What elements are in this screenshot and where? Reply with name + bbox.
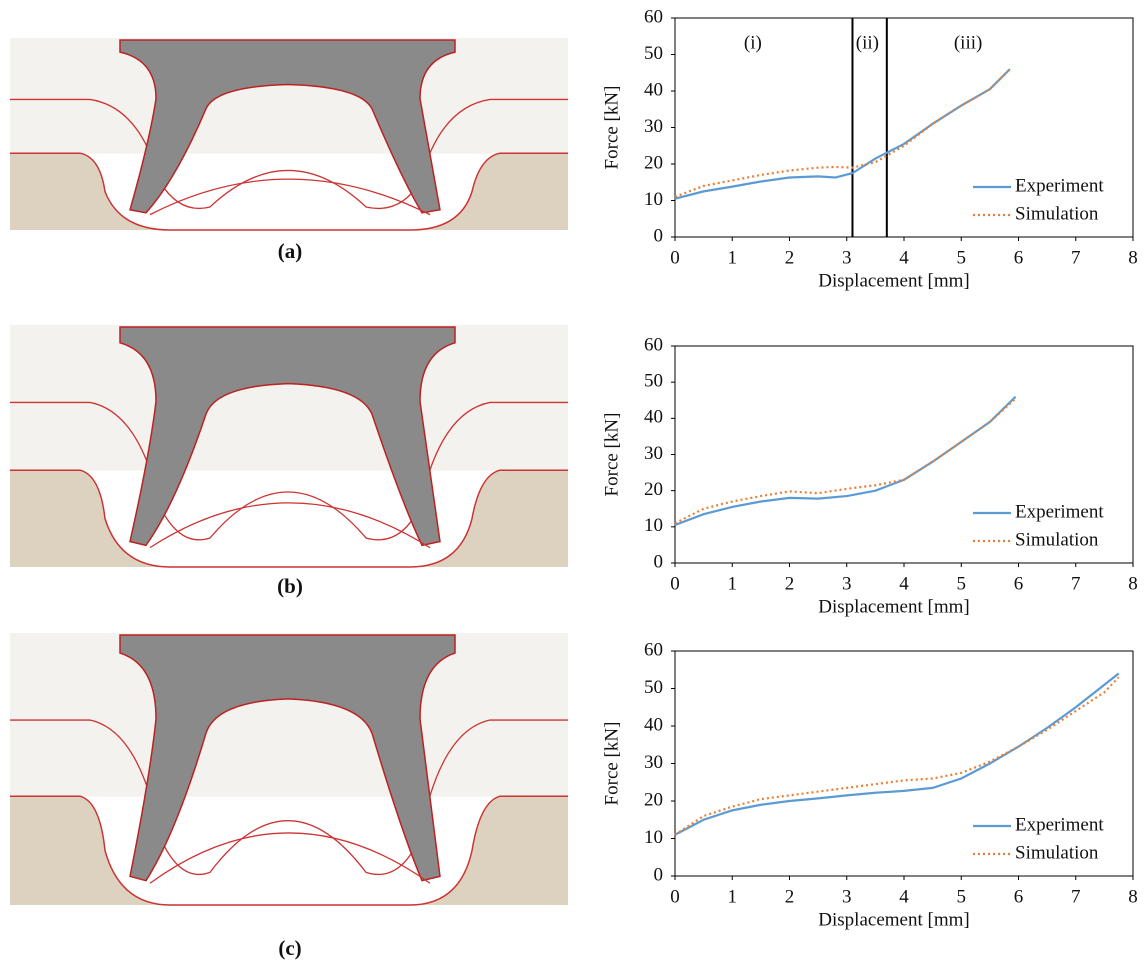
legend-label: Simulation (1015, 203, 1099, 224)
series-line (674, 676, 1120, 836)
x-axis-title: Displacement [mm] (818, 270, 969, 291)
series-line (674, 68, 1011, 198)
y-tick-label: 10 (644, 189, 663, 210)
cross-section-photo (10, 38, 568, 231)
x-tick-label: 4 (899, 886, 909, 907)
x-tick-label: 2 (785, 886, 795, 907)
x-tick-label: 8 (1128, 886, 1138, 907)
panel-label: (c) (278, 936, 301, 960)
y-tick-label: 10 (644, 827, 663, 848)
y-tick-label: 40 (644, 79, 663, 100)
x-tick-label: 0 (670, 247, 680, 268)
y-tick-label: 0 (654, 225, 664, 246)
x-tick-label: 8 (1128, 573, 1138, 594)
sheet-line (149, 178, 431, 216)
y-tick-label: 40 (644, 407, 663, 428)
x-tick-label: 7 (1071, 886, 1081, 907)
x-tick-label: 5 (957, 886, 967, 907)
x-tick-label: 0 (670, 886, 680, 907)
x-tick-label: 4 (899, 573, 909, 594)
legend-label: Simulation (1015, 842, 1099, 863)
x-tick-label: 1 (728, 573, 738, 594)
y-tick-label: 40 (644, 714, 663, 735)
x-axis-title: Displacement [mm] (818, 596, 969, 617)
y-axis-title: Force [kN] (601, 86, 622, 170)
x-tick-label: 1 (728, 886, 738, 907)
legend-label: Experiment (1015, 175, 1104, 196)
y-tick-label: 50 (644, 371, 663, 392)
region-label: (i) (744, 32, 762, 53)
sheet-line (149, 832, 431, 884)
y-tick-label: 30 (644, 752, 663, 773)
y-axis-title: Force [kN] (601, 722, 622, 806)
x-tick-label: 3 (842, 886, 852, 907)
series-line (674, 672, 1120, 836)
y-tick-label: 60 (644, 639, 663, 660)
y-tick-label: 50 (644, 43, 663, 64)
x-tick-label: 6 (1014, 247, 1024, 268)
y-tick-label: 0 (654, 864, 664, 885)
y-tick-label: 60 (644, 6, 663, 27)
y-tick-label: 10 (644, 515, 663, 536)
cross-section-photo (10, 633, 568, 906)
y-tick-label: 20 (644, 479, 663, 500)
sheet-line (149, 502, 431, 549)
x-tick-label: 5 (957, 573, 967, 594)
x-tick-label: 0 (670, 573, 680, 594)
rivet (119, 326, 456, 547)
x-tick-label: 5 (957, 247, 967, 268)
y-tick-label: 50 (644, 677, 663, 698)
x-tick-label: 2 (785, 573, 795, 594)
x-tick-label: 2 (785, 247, 795, 268)
x-axis-title: Displacement [mm] (818, 909, 969, 930)
rivet (119, 39, 456, 214)
y-tick-label: 60 (644, 334, 663, 355)
y-axis-title: Force [kN] (601, 413, 622, 497)
panel-label: (b) (277, 574, 303, 598)
x-tick-label: 3 (842, 573, 852, 594)
panel-label: (a) (278, 239, 303, 263)
x-tick-label: 6 (1014, 886, 1024, 907)
y-tick-label: 30 (644, 116, 663, 137)
region-label: (ii) (856, 32, 879, 53)
legend-label: Simulation (1015, 529, 1099, 550)
y-tick-label: 0 (654, 551, 664, 572)
series-line (674, 395, 1017, 527)
legend-label: Experiment (1015, 501, 1104, 522)
x-tick-label: 7 (1071, 247, 1081, 268)
region-label: (iii) (954, 32, 983, 53)
series-line (674, 68, 1011, 200)
x-tick-label: 1 (728, 247, 738, 268)
y-tick-label: 20 (644, 789, 663, 810)
y-tick-label: 30 (644, 443, 663, 464)
x-tick-label: 3 (842, 247, 852, 268)
legend-label: Experiment (1015, 814, 1104, 835)
x-tick-label: 4 (899, 247, 909, 268)
y-tick-label: 20 (644, 152, 663, 173)
x-tick-label: 6 (1014, 573, 1024, 594)
rivet (119, 634, 456, 882)
series-line (674, 397, 1017, 525)
cross-section-photo (10, 325, 568, 568)
x-tick-label: 8 (1128, 247, 1138, 268)
x-tick-label: 7 (1071, 573, 1081, 594)
